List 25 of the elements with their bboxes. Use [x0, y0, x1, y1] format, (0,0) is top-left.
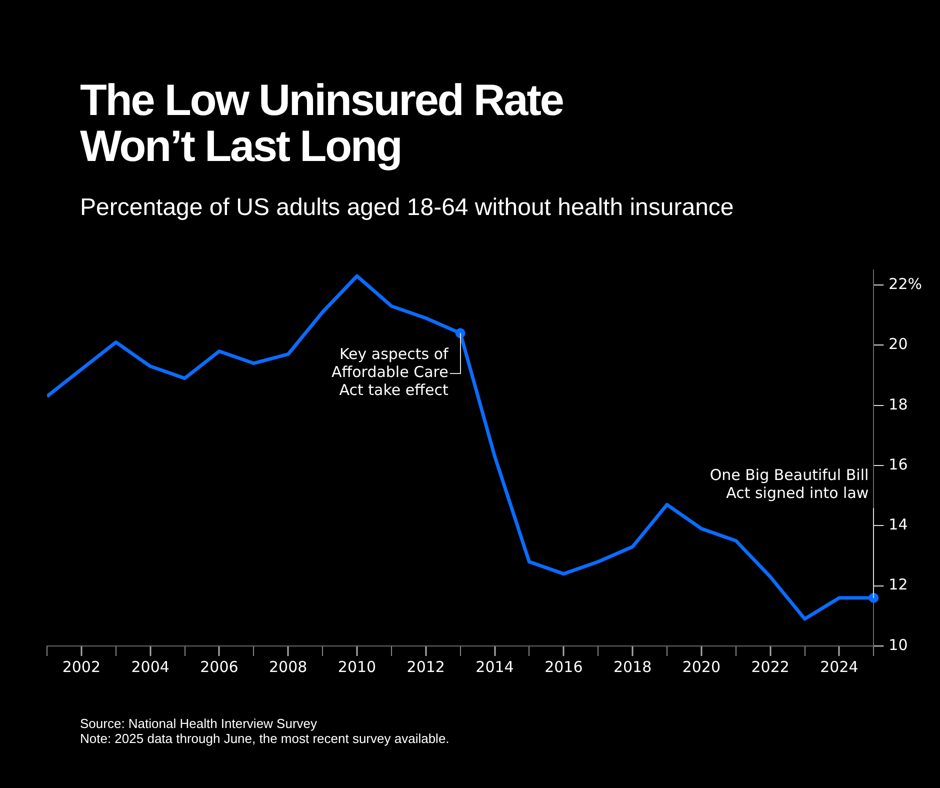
x-tick-label: 2006	[200, 658, 238, 676]
x-tick-label: 2004	[131, 658, 170, 676]
x-tick-label: 2020	[682, 658, 721, 676]
x-tick-label: 2024	[820, 658, 858, 676]
chart-title: The Low Uninsured Rate Won’t Last Long	[80, 76, 563, 171]
y-tick-label: 22%	[888, 274, 922, 293]
annotation: One Big Beautiful Bill Act signed into law	[710, 466, 869, 502]
annotation: Key aspects of Affordable Care Act take effect	[332, 345, 450, 400]
x-tick-label: 2008	[269, 658, 308, 676]
y-tick-label: 14	[888, 516, 908, 534]
y-tick-label: 10	[888, 636, 908, 654]
x-tick-label: 2016	[544, 658, 583, 676]
text: Note: 2025 data through June, the most recent survey available.	[80, 731, 450, 746]
y-tick-label: 20	[888, 335, 908, 354]
x-tick-label: 2018	[613, 658, 652, 676]
y-tick-label: 18	[888, 395, 908, 414]
x-tick-label: 2012	[406, 658, 445, 676]
x-tick-label: 2014	[476, 658, 514, 676]
x-tick-label: 2010	[338, 658, 376, 676]
source-note: Source: National Health Interview Survey	[80, 716, 318, 731]
x-tick-label: 2002	[62, 658, 101, 676]
y-tick-label: 12	[888, 576, 908, 594]
y-tick-label: 16	[888, 455, 908, 474]
x-tick-label: 2022	[751, 658, 790, 676]
chart-subtitle: Percentage of US adults aged 18-64 without health insurance	[80, 194, 734, 222]
